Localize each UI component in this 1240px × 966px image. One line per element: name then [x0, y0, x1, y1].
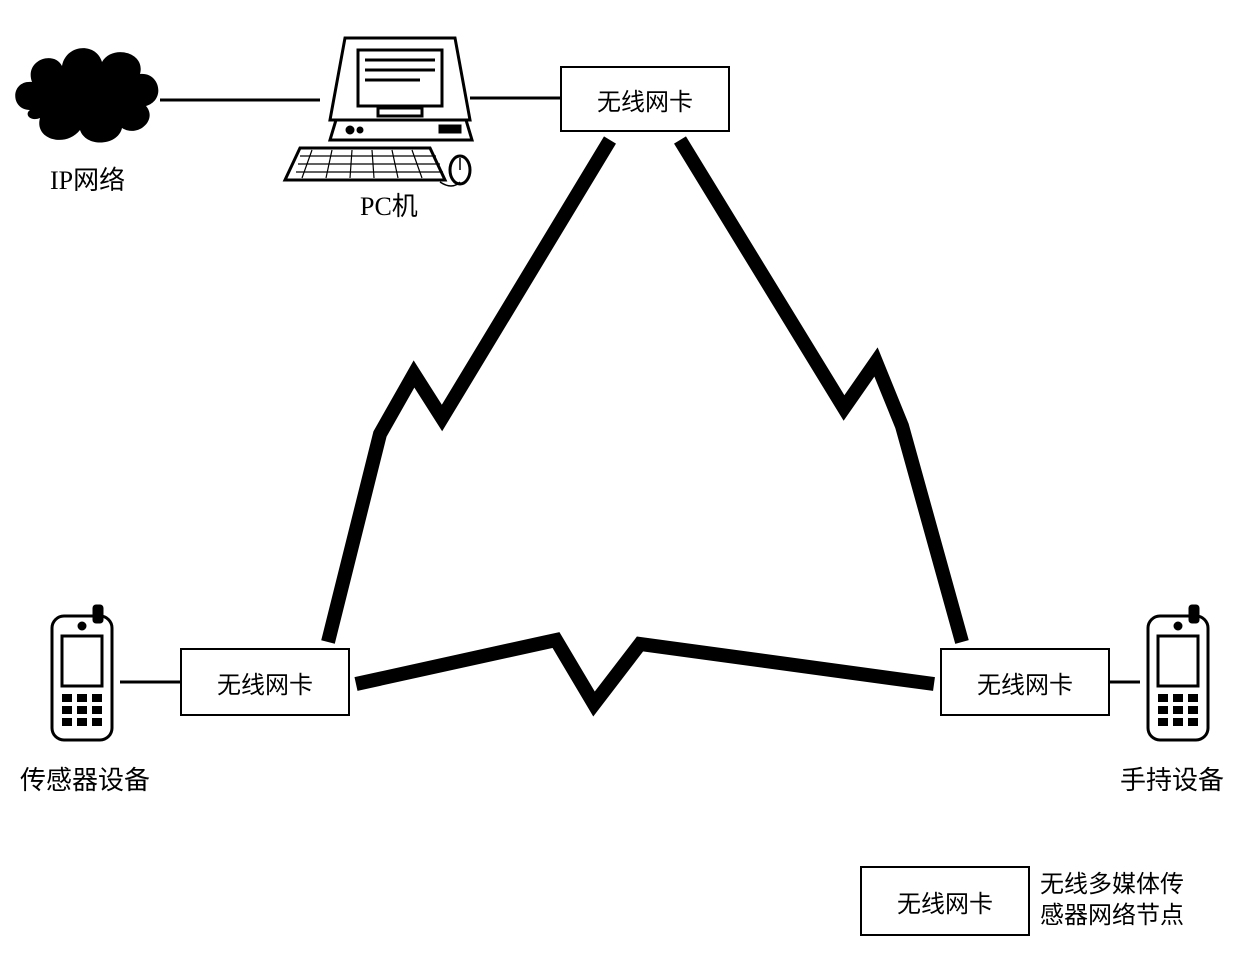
cloud-icon	[15, 48, 158, 142]
handheld-device-label: 手持设备	[1120, 760, 1224, 797]
wireless-card-right: 无线网卡	[940, 648, 1110, 716]
wireless-card-top: 无线网卡	[560, 66, 730, 132]
pc-icon	[285, 38, 472, 186]
wireless-card-top-label: 无线网卡	[597, 82, 693, 117]
wireless-link-bottom	[356, 640, 934, 704]
wireless-card-left: 无线网卡	[180, 648, 350, 716]
handheld-device-icon	[1148, 606, 1208, 740]
wireless-link-top_right	[680, 140, 962, 642]
sensor-device-icon	[52, 606, 112, 740]
sensor-device-label: 传感器设备	[20, 760, 150, 797]
legend-box: 无线网卡	[860, 866, 1030, 936]
pc-label: PC机	[360, 186, 418, 223]
wireless-card-left-label: 无线网卡	[217, 665, 313, 700]
legend-box-label: 无线网卡	[897, 884, 993, 919]
wireless-card-right-label: 无线网卡	[977, 665, 1073, 700]
ip-network-label: IP网络	[50, 160, 125, 197]
diagram-svg	[0, 0, 1240, 966]
legend-text: 无线多媒体传 感器网络节点	[1040, 870, 1184, 932]
